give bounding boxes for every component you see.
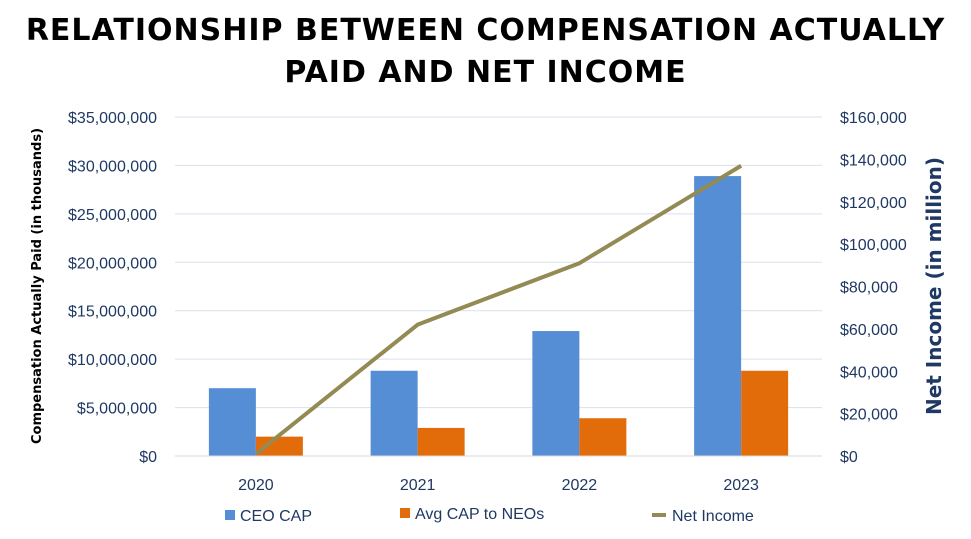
y-axis-left-ticks: $0 $5,000,000 $10,000,000 $15,000,000 $20,00…	[68, 110, 157, 466]
avg-cap-to-neos-bar	[417, 427, 465, 456]
y-right-tick-label: $100,000	[840, 237, 907, 254]
avg-cap-to-neos-bar	[579, 418, 627, 456]
chart-title: RELATIONSHIP BETWEEN COMPENSATION ACTUAL…	[25, 13, 946, 90]
ceo-cap-bar	[532, 331, 580, 456]
legend-label: Net Income	[672, 508, 754, 525]
y-axis-right-label: Net Income (in million)	[922, 157, 946, 415]
y-left-tick-label: $30,000,000	[68, 158, 157, 175]
y-right-tick-label: $0	[840, 449, 858, 466]
ceo-cap-bar	[694, 176, 742, 456]
y-right-tick-label: $80,000	[840, 280, 898, 297]
y-left-tick-label: $5,000,000	[77, 401, 157, 418]
y-axis-right-ticks: $0 $20,000 $40,000 $60,000 $80,000 $100,000 $1…	[840, 110, 907, 466]
x-tick-label: 2020	[238, 477, 274, 494]
legend-label: CEO CAP	[240, 508, 312, 525]
y-right-tick-label: $160,000	[840, 110, 907, 127]
legend-swatch	[400, 508, 410, 518]
y-left-tick-label: $25,000,000	[68, 207, 157, 224]
legend: CEO CAP Avg CAP to NEOs Net Income	[225, 506, 754, 525]
ceo-cap-bar	[370, 370, 418, 456]
y-left-tick-label: $35,000,000	[68, 110, 157, 127]
y-left-tick-label: $20,000,000	[68, 255, 157, 272]
y-right-tick-label: $140,000	[840, 152, 907, 169]
y-right-tick-label: $40,000	[840, 364, 898, 381]
y-right-tick-label: $120,000	[840, 195, 907, 212]
net-income-line-group	[254, 164, 743, 456]
avg-cap-to-neos-bar	[255, 436, 303, 456]
net-income-line	[254, 164, 743, 456]
y-left-tick-label: $15,000,000	[68, 304, 157, 321]
legend-label: Avg CAP to NEOs	[415, 506, 544, 523]
bars	[208, 176, 789, 456]
x-tick-label: 2021	[400, 477, 436, 494]
x-axis-ticks: 2020 2021 2022 2023	[238, 477, 759, 494]
ceo-cap-bar	[208, 388, 256, 456]
y-right-tick-label: $20,000	[840, 407, 898, 424]
y-left-tick-label: $10,000,000	[68, 352, 157, 369]
legend-swatch	[225, 510, 235, 520]
y-left-tick-label: $0	[139, 449, 157, 466]
avg-cap-to-neos-bar	[741, 370, 789, 456]
x-tick-label: 2023	[723, 477, 759, 494]
x-tick-label: 2022	[562, 477, 598, 494]
y-axis-left-label: Compensation Actually Paid (in thousands…	[30, 128, 45, 444]
y-right-tick-label: $60,000	[840, 322, 898, 339]
